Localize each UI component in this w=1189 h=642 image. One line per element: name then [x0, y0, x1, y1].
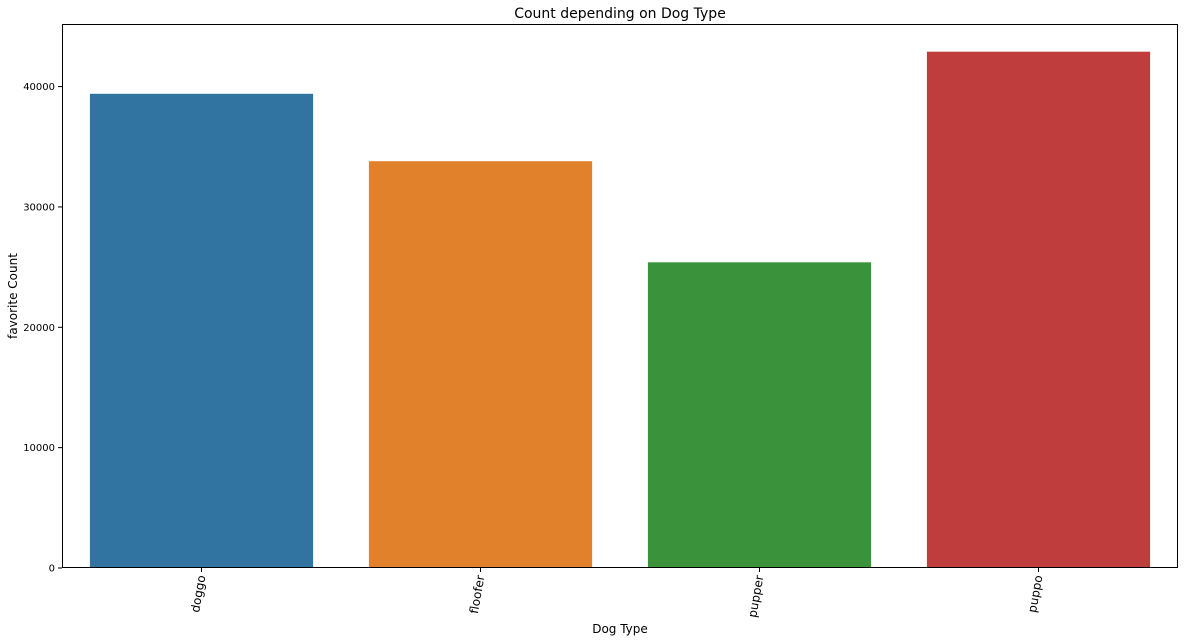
y-tick-label: 20000	[23, 323, 55, 334]
x-tick-label: floofer	[467, 574, 488, 615]
bar-doggo	[89, 93, 314, 569]
x-tick-label: doggo	[188, 574, 208, 613]
plot-frame	[62, 24, 1178, 568]
bar-floofer	[368, 161, 593, 568]
y-axis-title: favorite Count	[6, 253, 20, 339]
y-tick-label: 40000	[23, 82, 55, 93]
bar-pupper	[647, 262, 872, 568]
x-tick-label: puppo	[1025, 574, 1045, 614]
chart-title: Count depending on Dog Type	[514, 6, 726, 22]
bar-puppo	[926, 51, 1151, 569]
y-tick-label: 30000	[23, 202, 55, 213]
y-tick-label: 10000	[23, 443, 55, 454]
x-tick-label: pupper	[745, 574, 766, 619]
y-axis: 0 10000 20000 30000 40000	[23, 82, 62, 575]
bars-layer	[89, 51, 1151, 569]
y-tick-label: 0	[49, 564, 55, 575]
x-axis-title: Dog Type	[592, 622, 648, 636]
x-axis: doggo floofer pupper puppo	[188, 568, 1045, 619]
